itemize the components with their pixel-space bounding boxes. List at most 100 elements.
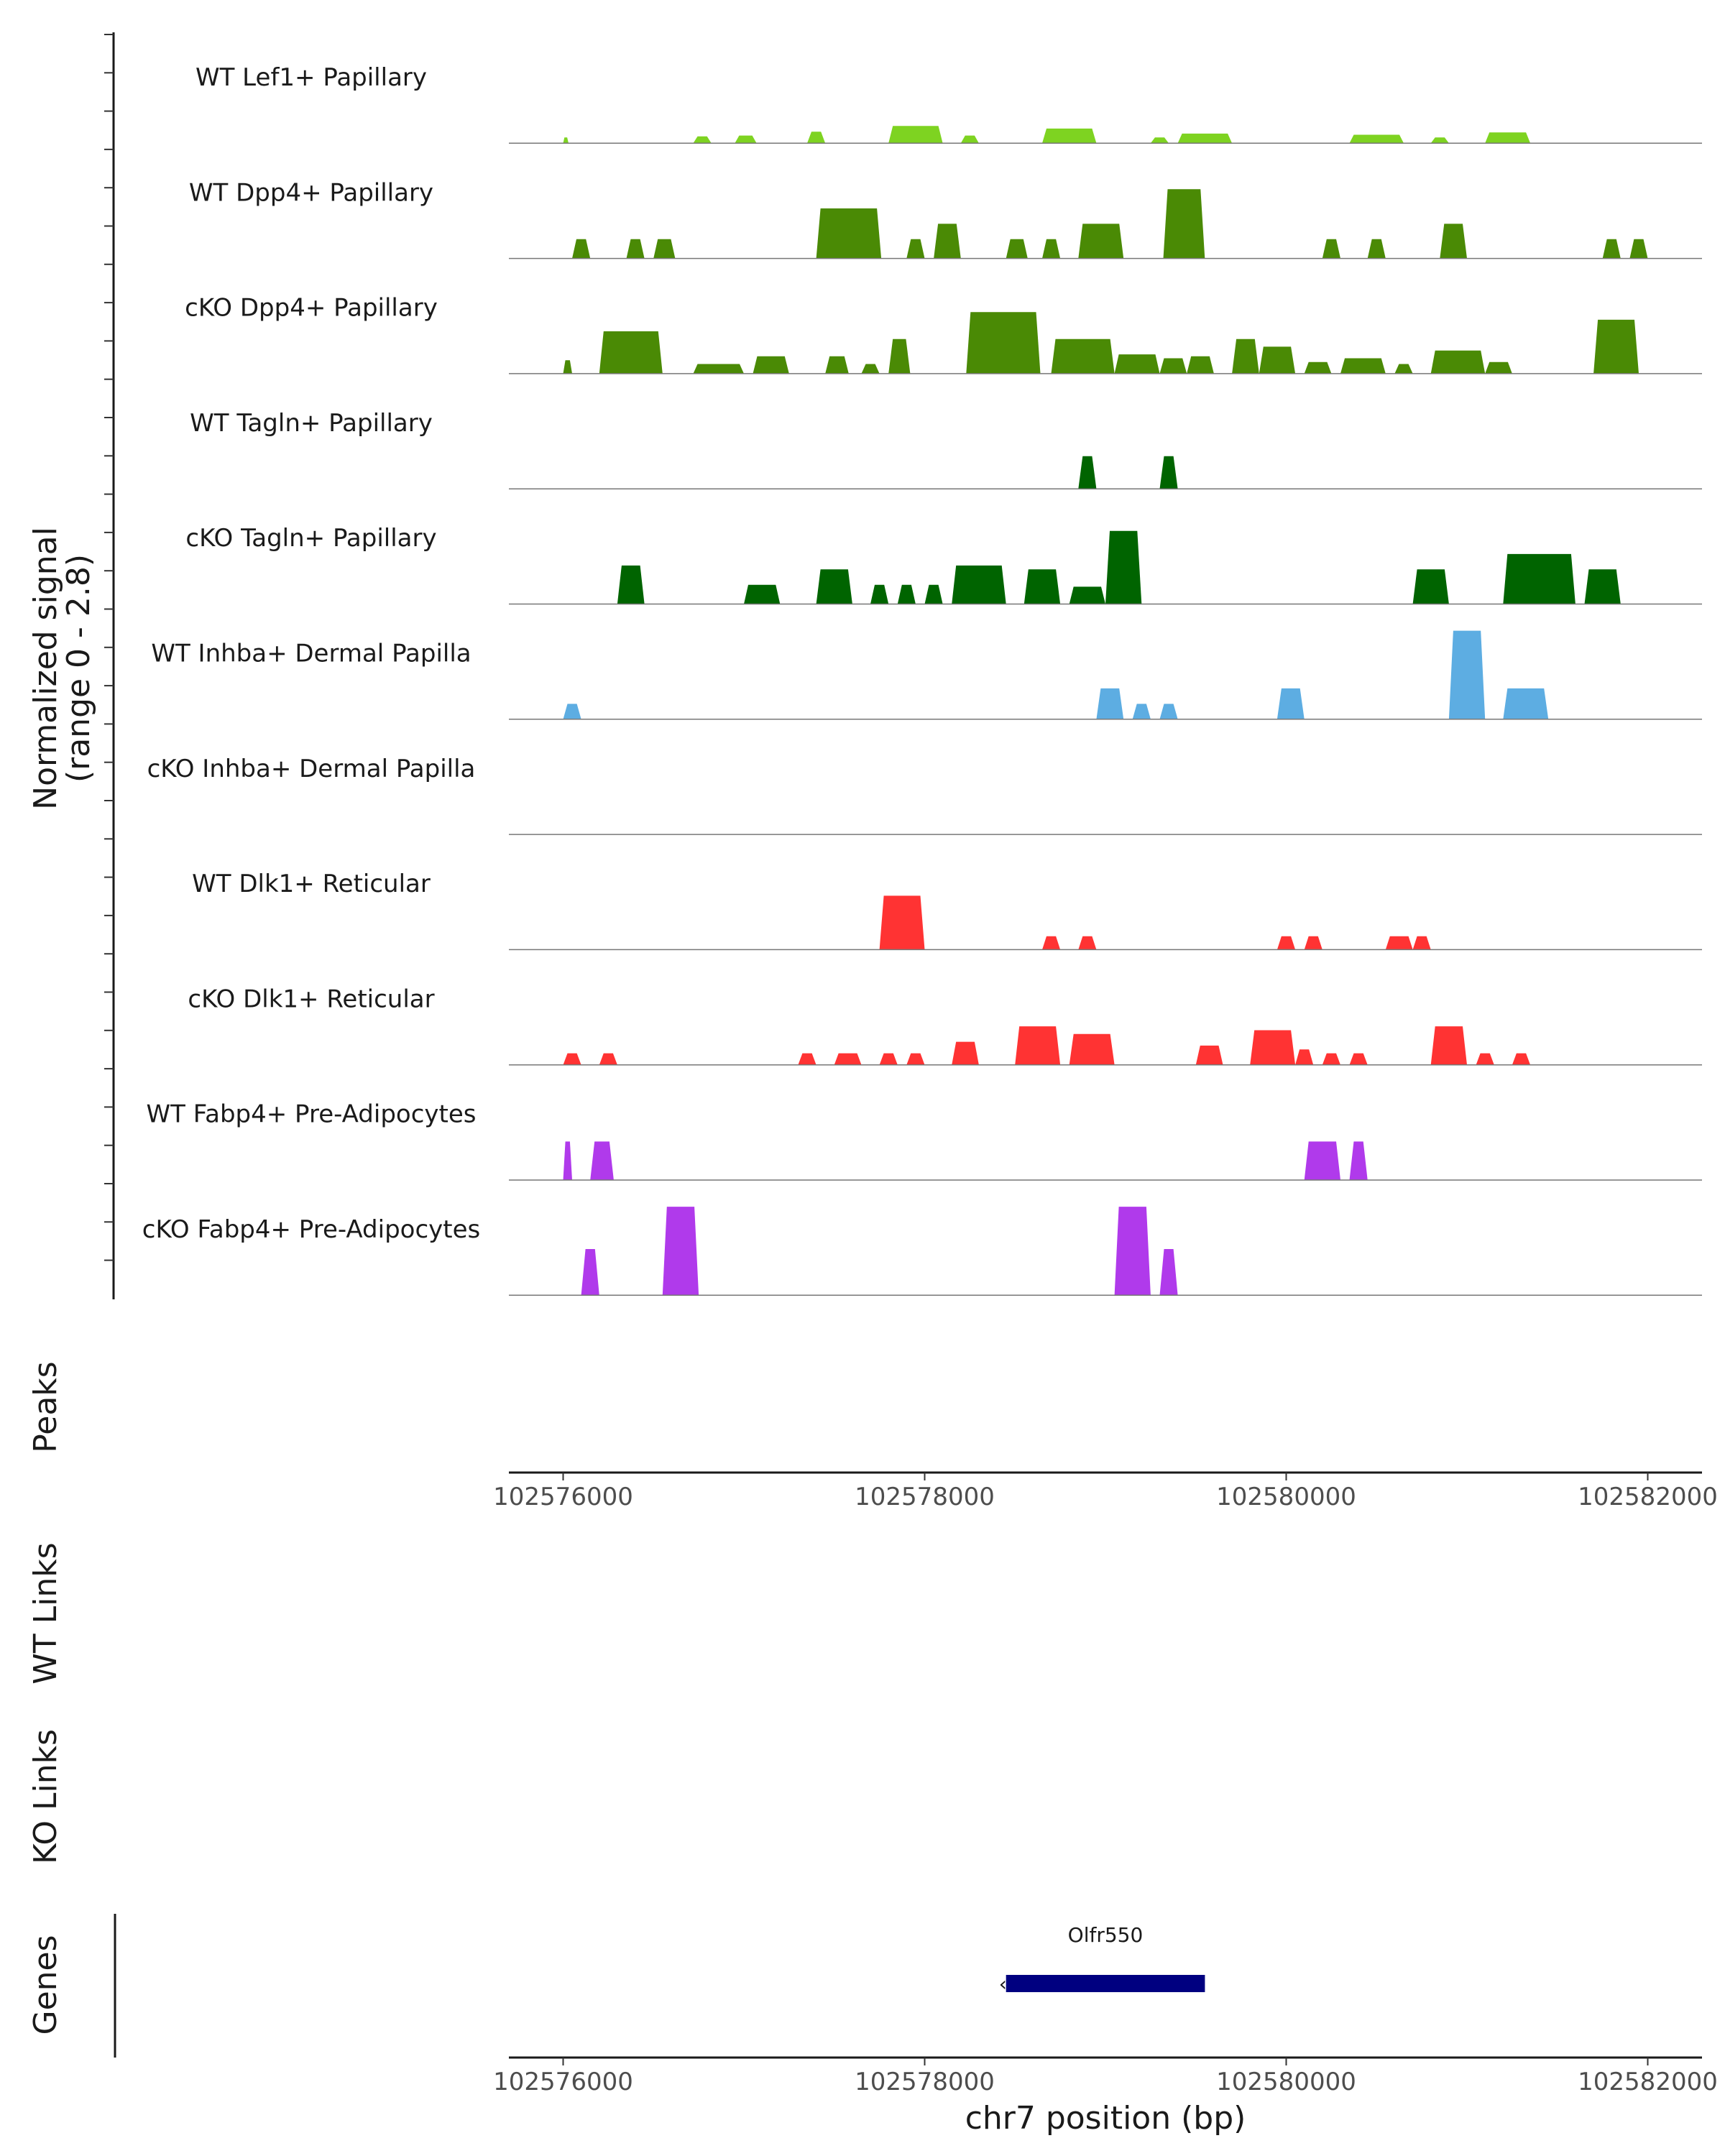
signal-area xyxy=(1304,936,1322,950)
signal-area xyxy=(1159,1249,1178,1296)
coverage-tracks: WT Lef1+ Papillary WT Dpp4+ Papillary cKO … xyxy=(142,63,1702,1296)
x-tick-label: 102576000 xyxy=(493,1483,633,1511)
signal-area xyxy=(1187,356,1214,374)
signal-area xyxy=(1485,361,1512,374)
track-label: cKO Tagln+ Papillary xyxy=(185,524,436,553)
peaks-x-ticks: 102576000 102578000 102580000 102582000 xyxy=(493,1473,1718,1511)
track-3: WT Tagln+ Papillary xyxy=(190,409,1702,489)
signal-area xyxy=(1078,936,1097,950)
signal-area xyxy=(879,895,925,950)
signal-area xyxy=(563,1053,581,1065)
track-label: cKO Dlk1+ Reticular xyxy=(188,985,434,1013)
signal-area xyxy=(870,584,889,604)
signal-area xyxy=(1250,1030,1296,1065)
signal-area xyxy=(924,584,943,604)
signal-area xyxy=(1232,338,1259,374)
track-1: WT Dpp4+ Papillary xyxy=(189,178,1702,259)
track-10: cKO Fabp4+ Pre-Adipocytes xyxy=(142,1207,1702,1296)
track-0: WT Lef1+ Papillary xyxy=(196,63,1702,144)
track-5: WT Inhba+ Dermal Papilla xyxy=(151,630,1702,720)
signal-area xyxy=(807,132,826,144)
signal-area xyxy=(1349,134,1404,144)
signal-area xyxy=(563,1141,572,1180)
signal-area xyxy=(1304,1141,1340,1180)
signal-area xyxy=(1349,1053,1368,1065)
signal-area xyxy=(1042,936,1061,950)
signal-area xyxy=(906,1053,925,1065)
signal-area xyxy=(1430,1026,1467,1065)
signal-area xyxy=(1276,688,1305,719)
signal-area xyxy=(1322,239,1340,259)
signal-area xyxy=(1114,1207,1151,1296)
signal-area xyxy=(1430,137,1449,144)
coverage-y-ticks xyxy=(104,34,114,1261)
signal-area xyxy=(563,360,572,374)
signal-area xyxy=(1096,688,1124,719)
signal-area xyxy=(888,338,911,374)
signal-area xyxy=(960,135,979,144)
signal-area xyxy=(816,208,882,259)
signal-area xyxy=(662,1207,699,1296)
gene-label: Olfr550 xyxy=(1068,1923,1144,1947)
x-tick-label: 102576000 xyxy=(493,2068,633,2096)
signal-area xyxy=(897,584,916,604)
track-6: cKO Inhba+ Dermal Papilla xyxy=(147,755,1702,835)
y-axis-title: Normalized signal xyxy=(27,527,64,810)
peaks-label: Peaks xyxy=(27,1361,64,1452)
signal-area xyxy=(1150,137,1169,144)
signal-area xyxy=(1159,704,1178,719)
signal-area xyxy=(1114,354,1160,374)
signal-area xyxy=(744,584,781,604)
signal-area xyxy=(1476,1053,1494,1065)
signal-area xyxy=(1512,1053,1531,1065)
signal-area xyxy=(1412,569,1449,604)
signal-area xyxy=(1078,224,1124,259)
signal-area xyxy=(563,704,581,719)
signal-area xyxy=(861,364,880,374)
signal-area xyxy=(1276,936,1296,950)
track-label: WT Lef1+ Papillary xyxy=(196,63,427,92)
signal-area xyxy=(1105,530,1142,604)
signal-area xyxy=(906,239,925,259)
ko-links-label: KO Links xyxy=(27,1729,64,1864)
signal-area xyxy=(1069,1033,1115,1065)
signal-area xyxy=(572,239,591,259)
signal-area xyxy=(1629,239,1648,259)
signal-area xyxy=(1503,553,1576,604)
track-7: WT Dlk1+ Reticular xyxy=(192,870,1702,951)
x-tick-label: 102580000 xyxy=(1216,1483,1356,1511)
signal-area xyxy=(1602,239,1621,259)
signal-area xyxy=(934,224,961,259)
signal-area xyxy=(879,1053,898,1065)
signal-area xyxy=(653,239,676,259)
signal-area xyxy=(888,126,943,144)
signal-area xyxy=(581,1249,599,1296)
track-label: WT Tagln+ Papillary xyxy=(190,409,433,438)
signal-area xyxy=(816,569,852,604)
signal-area xyxy=(753,356,789,374)
signal-area xyxy=(1042,239,1061,259)
signal-area xyxy=(1042,128,1097,144)
signal-area xyxy=(1349,1141,1368,1180)
x-axis-title: chr7 position (bp) xyxy=(965,2100,1246,2137)
signal-area xyxy=(1322,1053,1340,1065)
signal-area xyxy=(1385,936,1413,950)
track-9: WT Fabp4+ Pre-Adipocytes xyxy=(147,1100,1702,1181)
signal-area xyxy=(952,565,1006,604)
signal-area xyxy=(1006,239,1028,259)
signal-area xyxy=(1584,569,1621,604)
signal-area xyxy=(693,136,712,144)
signal-area xyxy=(966,312,1041,374)
signal-area xyxy=(1340,358,1386,374)
signal-area xyxy=(834,1053,862,1065)
signal-area xyxy=(735,135,757,144)
signal-area xyxy=(626,239,645,259)
x-tick-label: 102578000 xyxy=(855,2068,995,2096)
genes-label: Genes xyxy=(27,1935,64,2035)
signal-area xyxy=(1593,319,1639,374)
signal-area xyxy=(798,1053,816,1065)
track-4: cKO Tagln+ Papillary xyxy=(185,524,1702,605)
signal-area xyxy=(617,565,645,604)
x-tick-label: 102582000 xyxy=(1578,1483,1718,1511)
